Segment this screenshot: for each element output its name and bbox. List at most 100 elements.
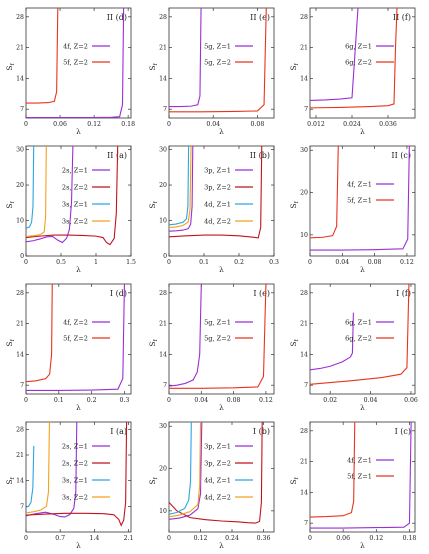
y-tick-label: 0 [163, 253, 167, 260]
x-tick-label: 0 [24, 535, 28, 542]
y-tick-label: 14 [16, 478, 24, 485]
series-line [26, 284, 53, 383]
chart-panel: 0.012 0.024 0.036 7 14 21 28 λ Sf II (f) 6g, Z=1 6g… [289, 7, 416, 136]
panel-label: I (a) [110, 427, 127, 436]
y-tick-label: 14 [159, 75, 167, 82]
x-axis-label: λ [76, 127, 81, 136]
chart-panel: 0 0.7 1.4 2.1 7 14 21 28 λ Sf I (a) 2s, Z=1 2s, Z=2 3… [5, 421, 134, 550]
y-axis-label: Sf [5, 338, 16, 346]
y-axis-label: Sf [5, 200, 16, 208]
y-tick-label: 30 [159, 423, 167, 430]
y-axis-label: Sf [289, 476, 300, 484]
x-axis-label: λ [76, 541, 81, 550]
y-tick-label: 20 [300, 190, 308, 197]
plot-frame [168, 145, 275, 257]
legend-label: 2s, Z=2 [62, 184, 88, 192]
x-tick-label: 0.12 [259, 397, 273, 404]
x-tick-label: 0 [167, 397, 171, 404]
x-tick-label: 0.12 [400, 259, 414, 266]
chart-panel: 0 0.1 0.2 0.3 0 10 20 30 λ Sf II (b) 3p, Z=1 3p, Z=2… [148, 145, 279, 274]
x-axis-label: λ [219, 127, 224, 136]
y-tick-label: 28 [16, 290, 24, 297]
y-tick-label: 21 [159, 321, 167, 328]
panel-label: II (d) [107, 13, 127, 22]
y-axis-label: Sf [5, 476, 16, 484]
x-axis-label: λ [219, 265, 224, 274]
legend-label: 3s, Z=2 [62, 494, 88, 502]
x-tick-label: 0.12 [369, 535, 383, 542]
plot-frame [309, 421, 416, 533]
y-tick-label: 20 [159, 466, 167, 473]
series-line [26, 146, 74, 244]
x-tick-label: 0 [308, 535, 312, 542]
legend-label: 4d, Z=2 [204, 494, 231, 502]
plot-frame [309, 7, 416, 119]
x-tick-label: 0.3 [269, 259, 279, 266]
y-tick-label: 30 [16, 147, 24, 154]
y-tick-label: 21 [16, 452, 24, 459]
x-axis-label: λ [360, 403, 365, 412]
chart-panel: 0 0.04 0.08 0.12 10 20 30 λ Sf II (c) 4f, Z=1 5f, Z… [289, 145, 416, 274]
x-tick-label: 0.08 [251, 121, 265, 128]
series-line [26, 146, 119, 246]
x-tick-label: 0.18 [403, 535, 417, 542]
y-tick-label: 21 [300, 45, 308, 52]
series-line [169, 422, 263, 524]
series-line [26, 422, 128, 527]
x-axis-label: λ [360, 127, 365, 136]
x-tick-label: 0.04 [364, 397, 378, 404]
y-tick-label: 10 [159, 218, 167, 225]
x-tick-label: 1 [94, 259, 98, 266]
y-tick-label: 14 [300, 489, 308, 496]
legend-label: 6g, Z=2 [345, 335, 372, 343]
x-tick-label: 1.5 [126, 259, 136, 266]
x-tick-label: 0.012 [307, 121, 325, 128]
y-tick-label: 28 [159, 290, 167, 297]
y-tick-label: 0 [20, 253, 24, 260]
series-line [310, 284, 410, 385]
series-line [26, 445, 35, 508]
x-tick-label: 0.2 [234, 259, 244, 266]
series-line [26, 422, 50, 514]
y-axis-label: Sf [289, 338, 300, 346]
x-tick-label: 0 [24, 121, 28, 128]
x-tick-label: 0 [24, 259, 28, 266]
plot-frame [25, 145, 132, 257]
series-line [169, 146, 194, 232]
y-tick-label: 7 [20, 106, 24, 113]
legend-label: 4f, Z=1 [347, 181, 372, 189]
x-axis-label: λ [76, 265, 81, 274]
legend-label: 4d, Z=2 [204, 218, 231, 226]
y-tick-label: 14 [16, 351, 24, 358]
series-line [169, 8, 267, 113]
y-tick-label: 7 [304, 382, 308, 389]
legend-label: 4f, Z=2 [63, 319, 88, 327]
x-tick-label: 0.18 [121, 121, 135, 128]
x-tick-label: 0 [24, 397, 28, 404]
series-line [26, 8, 59, 104]
y-tick-label: 28 [300, 428, 308, 435]
x-tick-label: 0.5 [56, 259, 66, 266]
y-tick-label: 14 [300, 351, 308, 358]
series-line [26, 146, 47, 238]
x-tick-label: 0.3 [120, 397, 130, 404]
chart-panel: 0 0.04 0.08 7 14 21 28 λ Sf II (e) 5g, Z=1 5g, Z=2 [148, 7, 275, 136]
panel-label: II (e) [250, 13, 270, 22]
x-tick-label: 0.06 [336, 535, 350, 542]
x-tick-label: 0 [167, 259, 171, 266]
series-line [169, 422, 192, 515]
panel-label: II (c) [391, 151, 411, 160]
x-tick-label: 0.06 [404, 397, 418, 404]
y-axis-label: Sf [289, 62, 300, 70]
chart-panel: 0.02 0.04 0.06 7 14 21 28 λ Sf I (f) 6g, Z=1 6g, Z=… [289, 283, 418, 412]
y-tick-label: 28 [300, 14, 308, 21]
x-axis-label: λ [219, 403, 224, 412]
y-tick-label: 10 [159, 508, 167, 515]
x-tick-label: 0.036 [379, 121, 397, 128]
legend-label: 3s, Z=1 [62, 477, 88, 485]
plot-frame [309, 283, 416, 395]
y-tick-label: 7 [20, 382, 24, 389]
